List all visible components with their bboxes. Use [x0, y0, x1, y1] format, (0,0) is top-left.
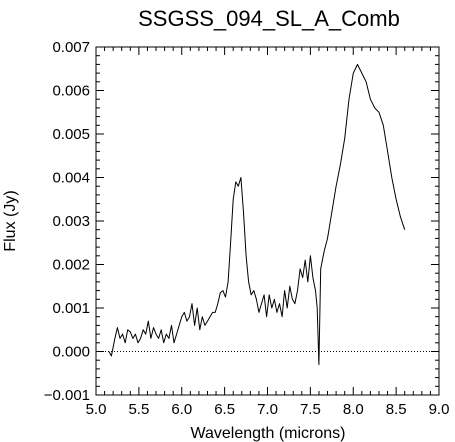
y-axis-ticks: −0.001 0.000 0.001 0.002 0.003 0.004 0.005 0.00… — [44, 39, 439, 404]
series-group — [108, 63, 406, 366]
y-tick-label: 0.007 — [52, 39, 90, 56]
x-tick-label: 6.0 — [171, 401, 192, 418]
x-axis-ticks: 5.0 5.5 6.0 6.5 7.0 7.5 8.0 8.5 9.0 — [86, 47, 450, 418]
y-tick-label: 0.006 — [52, 83, 90, 100]
y-tick-label: 0.000 — [52, 344, 90, 361]
y-tick-label: 0.005 — [52, 126, 90, 143]
y-tick-label: 0.002 — [52, 257, 90, 274]
chart-title: SSGSS_094_SL_A_Comb — [138, 6, 400, 31]
x-tick-label: 5.5 — [128, 401, 149, 418]
y-tick-label: 0.001 — [52, 300, 90, 317]
y-tick-label: 0.003 — [52, 213, 90, 230]
y-tick-label: 0.004 — [52, 170, 90, 187]
x-axis-label: Wavelength (microns) — [190, 425, 345, 442]
y-tick-label: −0.001 — [44, 387, 90, 404]
x-tick-label: 9.0 — [429, 401, 450, 418]
series-line-0 — [108, 63, 406, 366]
plot-frame — [95, 46, 440, 396]
x-tick-label: 7.5 — [300, 401, 321, 418]
x-tick-label: 6.5 — [214, 401, 235, 418]
x-tick-label: 5.0 — [86, 401, 107, 418]
x-tick-label: 8.5 — [386, 401, 407, 418]
y-axis-label: Flux (Jy) — [2, 190, 19, 251]
x-tick-label: 7.0 — [257, 401, 278, 418]
x-tick-label: 8.0 — [343, 401, 364, 418]
